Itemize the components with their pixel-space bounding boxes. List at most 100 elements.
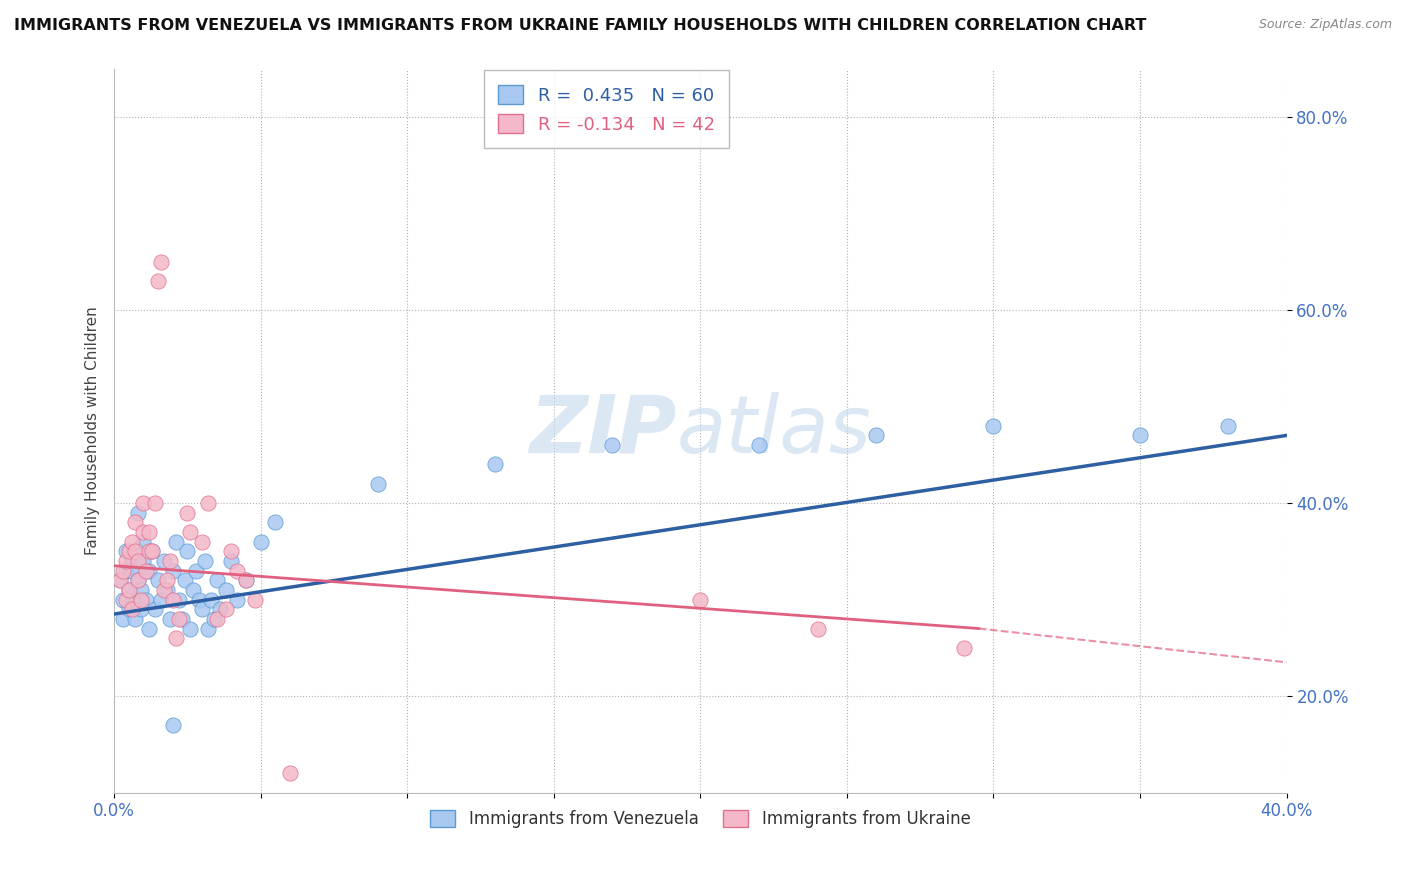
Point	[176, 544, 198, 558]
Point	[602, 438, 624, 452]
Point	[202, 612, 225, 626]
Point	[127, 506, 149, 520]
Point	[689, 592, 711, 607]
Point	[865, 428, 887, 442]
Point	[748, 438, 770, 452]
Point	[1129, 428, 1152, 442]
Point	[146, 573, 169, 587]
Point	[146, 274, 169, 288]
Point	[129, 602, 152, 616]
Point	[367, 476, 389, 491]
Point	[138, 524, 160, 539]
Point	[243, 592, 266, 607]
Point	[186, 564, 208, 578]
Point	[165, 631, 187, 645]
Point	[143, 602, 166, 616]
Point	[108, 573, 131, 587]
Point	[249, 534, 271, 549]
Point	[807, 622, 830, 636]
Point	[129, 592, 152, 607]
Point	[121, 554, 143, 568]
Point	[141, 544, 163, 558]
Text: atlas: atlas	[676, 392, 872, 469]
Point	[132, 554, 155, 568]
Point	[197, 622, 219, 636]
Point	[221, 544, 243, 558]
Point	[235, 573, 257, 587]
Point	[153, 582, 176, 597]
Point	[179, 622, 201, 636]
Point	[132, 524, 155, 539]
Point	[132, 534, 155, 549]
Text: ZIP: ZIP	[530, 392, 676, 469]
Point	[118, 582, 141, 597]
Point	[118, 582, 141, 597]
Point	[138, 564, 160, 578]
Point	[124, 612, 146, 626]
Point	[159, 612, 181, 626]
Point	[135, 592, 157, 607]
Point	[191, 602, 214, 616]
Point	[108, 573, 131, 587]
Point	[138, 544, 160, 558]
Point	[132, 496, 155, 510]
Text: Source: ZipAtlas.com: Source: ZipAtlas.com	[1258, 18, 1392, 31]
Point	[200, 592, 222, 607]
Y-axis label: Family Households with Children: Family Households with Children	[86, 306, 100, 555]
Point	[127, 554, 149, 568]
Point	[167, 592, 190, 607]
Point	[150, 254, 173, 268]
Point	[159, 554, 181, 568]
Point	[165, 534, 187, 549]
Point	[214, 602, 236, 616]
Point	[173, 573, 195, 587]
Point	[170, 612, 193, 626]
Point	[214, 582, 236, 597]
Point	[176, 506, 198, 520]
Point	[115, 564, 138, 578]
Legend: Immigrants from Venezuela, Immigrants from Ukraine: Immigrants from Venezuela, Immigrants fr…	[423, 804, 977, 835]
Point	[278, 766, 301, 780]
Point	[953, 640, 976, 655]
Point	[127, 573, 149, 587]
Point	[162, 564, 184, 578]
Point	[235, 573, 257, 587]
Point	[226, 592, 249, 607]
Point	[194, 554, 217, 568]
Point	[153, 554, 176, 568]
Point	[141, 544, 163, 558]
Point	[124, 544, 146, 558]
Point	[115, 544, 138, 558]
Point	[191, 534, 214, 549]
Point	[162, 592, 184, 607]
Point	[221, 554, 243, 568]
Point	[197, 496, 219, 510]
Point	[121, 564, 143, 578]
Point	[127, 544, 149, 558]
Point	[118, 544, 141, 558]
Point	[143, 496, 166, 510]
Point	[484, 458, 506, 472]
Point	[124, 516, 146, 530]
Point	[150, 592, 173, 607]
Point	[188, 592, 211, 607]
Point	[208, 602, 231, 616]
Point	[111, 612, 134, 626]
Point	[1216, 418, 1239, 433]
Point	[111, 564, 134, 578]
Point	[156, 573, 179, 587]
Point	[135, 564, 157, 578]
Point	[179, 524, 201, 539]
Point	[129, 582, 152, 597]
Point	[138, 622, 160, 636]
Point	[127, 573, 149, 587]
Point	[118, 602, 141, 616]
Point	[156, 582, 179, 597]
Point	[205, 573, 228, 587]
Point	[124, 592, 146, 607]
Point	[111, 592, 134, 607]
Point	[162, 718, 184, 732]
Point	[121, 534, 143, 549]
Point	[121, 602, 143, 616]
Point	[226, 564, 249, 578]
